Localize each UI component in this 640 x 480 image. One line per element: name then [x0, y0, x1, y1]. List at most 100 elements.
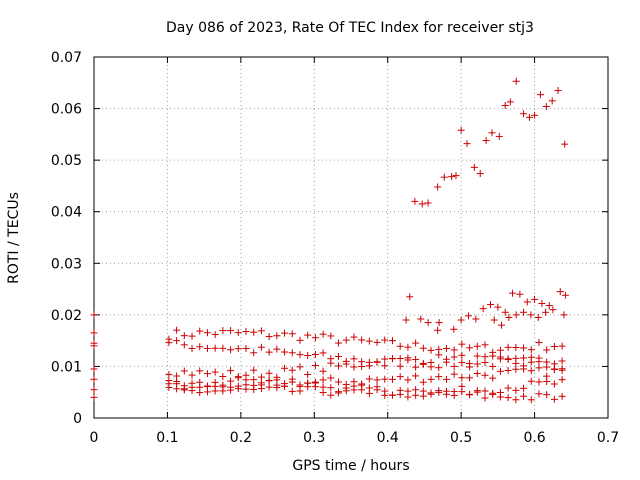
data-point: [419, 359, 427, 367]
data-point: [242, 328, 250, 336]
x-tick-label: 0.3: [303, 430, 325, 446]
data-point: [489, 390, 497, 398]
data-point: [234, 329, 242, 337]
data-point: [550, 380, 558, 388]
data-point: [558, 366, 566, 374]
data-point: [481, 387, 489, 395]
data-point: [296, 351, 304, 359]
data-point: [542, 103, 550, 111]
data-point: [412, 339, 420, 347]
data-point: [543, 346, 551, 354]
data-point: [342, 336, 350, 344]
data-point: [180, 332, 188, 340]
data-point: [311, 361, 319, 369]
data-point: [311, 334, 319, 342]
data-point: [458, 388, 466, 396]
data-point: [479, 305, 487, 313]
data-point: [457, 126, 465, 134]
data-point: [90, 375, 98, 383]
data-point: [211, 387, 219, 395]
data-point: [535, 358, 543, 366]
data-point: [531, 295, 539, 303]
data-point: [196, 343, 204, 351]
data-point: [535, 390, 543, 398]
data-point: [435, 364, 443, 372]
data-point: [427, 375, 435, 383]
data-point: [404, 387, 412, 395]
data-point: [434, 326, 442, 334]
data-point: [188, 387, 196, 395]
data-point: [234, 345, 242, 353]
data-point: [504, 343, 512, 351]
data-point: [435, 319, 443, 327]
data-point: [203, 344, 211, 352]
data-point: [296, 387, 304, 395]
data-point: [412, 355, 420, 363]
data-point: [472, 315, 480, 323]
data-point: [481, 341, 489, 349]
data-point: [450, 370, 458, 378]
data-point: [373, 386, 381, 394]
data-point: [434, 183, 442, 191]
data-point: [350, 333, 358, 341]
data-point: [165, 339, 173, 347]
data-point: [365, 375, 373, 383]
data-point: [304, 370, 312, 378]
data-point: [227, 367, 235, 375]
data-point: [219, 344, 227, 352]
data-point: [180, 386, 188, 394]
data-point: [319, 389, 327, 397]
data-point: [525, 113, 533, 121]
data-point: [512, 77, 520, 85]
data-point: [219, 372, 227, 380]
data-point: [281, 364, 289, 372]
data-point: [173, 377, 181, 385]
data-point: [404, 393, 412, 401]
y-axis-ticks: 0 0.01 0.02 0.03 0.04 0.05 0.06 0.07: [51, 50, 608, 427]
data-point: [396, 342, 404, 350]
data-point: [417, 315, 425, 323]
data-point: [265, 377, 273, 385]
data-point: [561, 291, 569, 299]
data-point: [265, 369, 273, 377]
data-point: [501, 101, 509, 109]
data-point: [327, 374, 335, 382]
data-point: [211, 331, 219, 339]
data-point: [188, 332, 196, 340]
data-point: [358, 336, 366, 344]
data-point: [219, 327, 227, 335]
data-point: [211, 344, 219, 352]
data-point: [527, 358, 535, 366]
data-point: [558, 392, 566, 400]
data-point: [520, 308, 528, 316]
data-point: [466, 374, 474, 382]
data-point: [554, 87, 562, 95]
data-point: [273, 345, 281, 353]
data-point: [487, 301, 495, 309]
data-point: [498, 321, 506, 329]
x-tick-label: 0.6: [523, 430, 545, 446]
y-tick-label: 0.03: [51, 256, 82, 272]
data-point: [404, 354, 412, 362]
data-point: [411, 197, 419, 205]
data-point: [342, 360, 350, 368]
data-point: [365, 362, 373, 370]
data-point: [273, 332, 281, 340]
data-point: [196, 389, 204, 397]
data-point: [458, 374, 466, 382]
data-point: [419, 378, 427, 386]
data-point: [506, 98, 514, 106]
data-point: [450, 362, 458, 370]
data-point: [560, 311, 568, 319]
data-point: [196, 367, 204, 375]
y-tick-label: 0.04: [51, 205, 82, 221]
data-point: [450, 391, 458, 399]
data-point: [327, 332, 335, 340]
data-point: [473, 342, 481, 350]
data-point: [234, 374, 242, 382]
data-point: [180, 367, 188, 375]
data-point: [234, 385, 242, 393]
data-point: [203, 329, 211, 337]
data-point: [396, 354, 404, 362]
data-point: [512, 386, 520, 394]
